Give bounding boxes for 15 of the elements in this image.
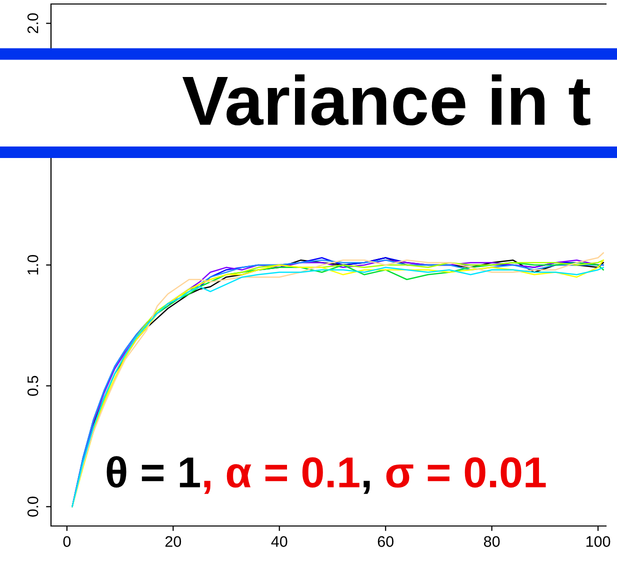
y-tick-label: 1.0 [27, 254, 38, 274]
text: Variance in t [182, 74, 590, 126]
y-tick-label: 2.0 [27, 13, 38, 34]
x-tick-label: 60 [378, 536, 394, 547]
x-tick-label: 80 [484, 536, 500, 547]
annotation: σ = 0.01 [386, 457, 546, 488]
annotation: θ = 1 [106, 456, 200, 488]
x-tick-label: 20 [165, 536, 182, 547]
x-tick-label: 40 [271, 536, 288, 547]
x-tick-label: 100 [586, 536, 610, 547]
x-tick-label: 0 [63, 536, 71, 547]
annotation: , α = 0.1 [204, 457, 360, 494]
y-tick-label: 0.5 [27, 376, 38, 396]
y-tick-label: 0.0 [27, 496, 38, 517]
annotation: , [364, 480, 370, 494]
